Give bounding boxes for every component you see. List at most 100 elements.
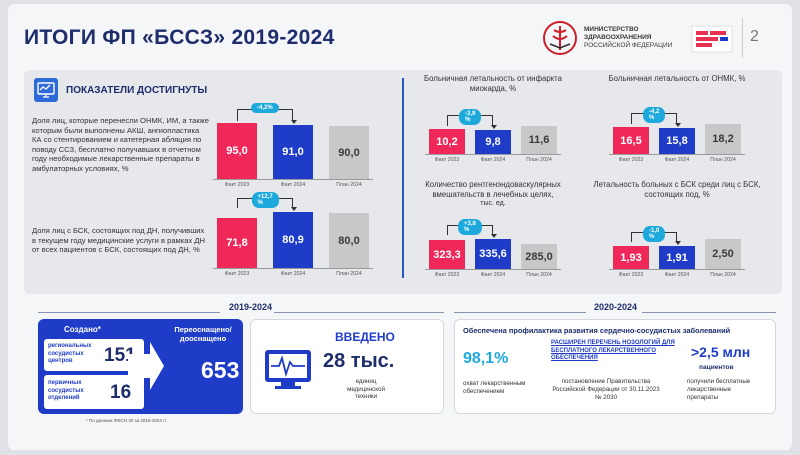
indicators-icon xyxy=(34,78,58,102)
chart-baseline xyxy=(213,179,373,180)
bar-category-label: План 2024 xyxy=(710,272,736,278)
change-badge: -4,2 % xyxy=(643,107,666,123)
change-badge: -4,2% xyxy=(251,103,279,113)
chart-unit: тыс. ед. xyxy=(480,200,506,207)
bar-category-label: Факт 2023 xyxy=(224,271,250,277)
period1-title: 2019-2024 xyxy=(229,302,273,312)
period1-line-right xyxy=(274,312,444,313)
chart-baseline xyxy=(425,154,561,155)
patients-label: пациентов xyxy=(699,364,734,371)
introduced-label: ВВЕДЕНО xyxy=(335,330,395,344)
change-badge: +12,7 % xyxy=(251,192,279,208)
arrow-right-icon xyxy=(128,342,164,390)
bar-category-label: План 2024 xyxy=(526,157,552,163)
coverage-caption: охват лекарственным обеспечением xyxy=(463,380,526,395)
fact-2023-bar: 95,0 xyxy=(217,123,257,179)
fact-2024-bar: 335,6 xyxy=(475,239,511,269)
bar-category-label: Факт 2024 xyxy=(664,272,690,278)
bar-category-label: Факт 2024 xyxy=(480,157,506,163)
plan-2024-bar: 2,50 xyxy=(705,239,741,269)
regional-centers-label: региональных сосудистых центров xyxy=(48,343,92,364)
reequipped-label: Переоснащено/ дооснащено xyxy=(174,325,232,343)
ministry-line-3: РОССИЙСКОЙ ФЕДЕРАЦИИ xyxy=(584,42,673,49)
chart-title: Количество рентгенэндоваскулярных вмешат… xyxy=(425,180,561,199)
bar-category-label: Факт 2024 xyxy=(664,157,690,163)
arrow-down-icon xyxy=(490,234,497,238)
fact-2023-bar: 323,3 xyxy=(429,240,465,269)
fact-2023-bar: 1,93 xyxy=(613,246,649,269)
primary-departments-card: первичных сосудистых отделений 16 xyxy=(44,375,144,409)
chart-baseline xyxy=(425,269,561,270)
bar-category-label: Факт 2024 xyxy=(480,272,506,278)
page-number: 2 xyxy=(750,28,759,45)
chart-title: Больничная летальность от ОНМК, % xyxy=(608,74,746,83)
page-title: ИТОГИ ФП «БССЗ» 2019-2024 xyxy=(24,26,335,49)
bar-category-label: Факт 2023 xyxy=(434,157,460,163)
ministry-line-1: МИНИСТЕРСТВО xyxy=(584,26,639,33)
ministry-emblem-icon xyxy=(543,21,577,55)
panel-divider xyxy=(402,78,404,278)
bar-category-label: Факт 2023 xyxy=(618,272,644,278)
bar-category-label: План 2024 xyxy=(336,182,362,188)
chart-title: Больничная летальность от инфаркта миока… xyxy=(423,74,562,93)
regional-centers-card: региональных сосудистых центров 151 xyxy=(44,339,144,371)
arrow-down-icon xyxy=(674,241,681,245)
footnote: * По данным ФФСН 30 за 2019-2024 гг. xyxy=(86,418,168,423)
prevention-box: Обеспечена профилактика развития сердечн… xyxy=(454,319,776,414)
arrow-down-icon xyxy=(290,120,297,124)
fact-2024-bar: 80,9 xyxy=(273,212,313,268)
plan-2024-bar: 285,0 xyxy=(521,244,557,269)
bar-category-label: Факт 2024 xyxy=(280,271,306,277)
bar-category-label: Факт 2023 xyxy=(224,182,250,188)
vascular-centers-box: Создано* Переоснащено/ дооснащено регион… xyxy=(38,319,243,414)
change-badge: -1,0 % xyxy=(643,226,666,242)
reequipped-value: 653 xyxy=(201,357,240,383)
fact-2023-bar: 71,8 xyxy=(217,218,257,268)
chart-baseline xyxy=(213,268,373,269)
chart-baseline xyxy=(609,269,745,270)
fact-2024-bar: 9,8 xyxy=(475,130,511,154)
medical-monitor-icon xyxy=(265,350,311,389)
header-separator xyxy=(742,18,743,58)
fact-2024-bar: 15,8 xyxy=(659,128,695,154)
period2-line-left xyxy=(454,312,586,313)
bar-category-label: План 2024 xyxy=(526,272,552,278)
bar-category-label: Факт 2023 xyxy=(434,272,460,278)
regional-centers-value: 151 xyxy=(104,345,136,366)
fact-2023-bar: 10,2 xyxy=(429,129,465,154)
change-badge: -3,9 % xyxy=(459,109,482,125)
plan-2024-bar: 90,0 xyxy=(329,126,369,179)
period2-line-right xyxy=(642,312,776,313)
bar-category-label: План 2024 xyxy=(336,271,362,277)
bar-category-label: Факт 2024 xyxy=(280,182,306,188)
fact-2024-bar: 1,91 xyxy=(659,246,695,269)
indicators-title: ПОКАЗАТЕЛИ ДОСТИГНУТЫ xyxy=(66,84,208,96)
indicator-text-1: Доля лиц, которые перенесли ОНМК, ИМ, а … xyxy=(32,116,209,173)
fact-2023-bar: 16,5 xyxy=(613,127,649,154)
ministry-line-2: ЗДРАВООХРАНЕНИЯ xyxy=(584,34,652,41)
coverage-value: 98,1% xyxy=(463,350,509,367)
bar-category-label: План 2024 xyxy=(710,157,736,163)
introduced-value: 28 тыс. xyxy=(323,350,395,372)
period1-line-left xyxy=(38,312,220,313)
ministry-logo: МИНИСТЕРСТВО ЗДРАВООХРАНЕНИЯ РОССИЙСКОЙ … xyxy=(542,20,678,56)
national-project-logo-icon xyxy=(691,25,733,53)
arrow-down-icon xyxy=(674,123,681,127)
created-label: Создано* xyxy=(64,325,101,334)
chart-title: Летальность больных с БСК среди лиц с БС… xyxy=(593,180,761,199)
decree-text: постановление Правительства Российской Ф… xyxy=(552,378,660,401)
expanded-list-label: РАСШИРЕН ПЕРЕЧЕНЬ НОЗОЛОГИЙ ДЛЯ БЕСПЛАТН… xyxy=(551,340,675,362)
change-badge: +3,8 % xyxy=(458,219,482,235)
arrow-down-icon xyxy=(290,207,297,211)
plan-2024-bar: 18,2 xyxy=(705,124,741,154)
arrow-down-icon xyxy=(490,125,497,129)
patients-value: >2,5 млн xyxy=(691,344,751,360)
indicator-text-2: Доля лиц с БСК, состоящих под ДН, получи… xyxy=(32,226,206,255)
patients-caption: получили бесплатные лекарственные препар… xyxy=(687,378,751,401)
indicators-header: ПОКАЗАТЕЛИ ДОСТИГНУТЫ xyxy=(34,78,207,102)
plan-2024-bar: 11,6 xyxy=(521,126,557,154)
period2-title: 2020-2024 xyxy=(594,302,638,312)
equipment-box: ВВЕДЕНО 28 тыс. единиц медицинской техни… xyxy=(250,319,444,414)
slide: ИТОГИ ФП «БССЗ» 2019-2024 МИНИСТЕРСТВО З… xyxy=(8,4,792,450)
primary-departments-value: 16 xyxy=(110,382,132,403)
